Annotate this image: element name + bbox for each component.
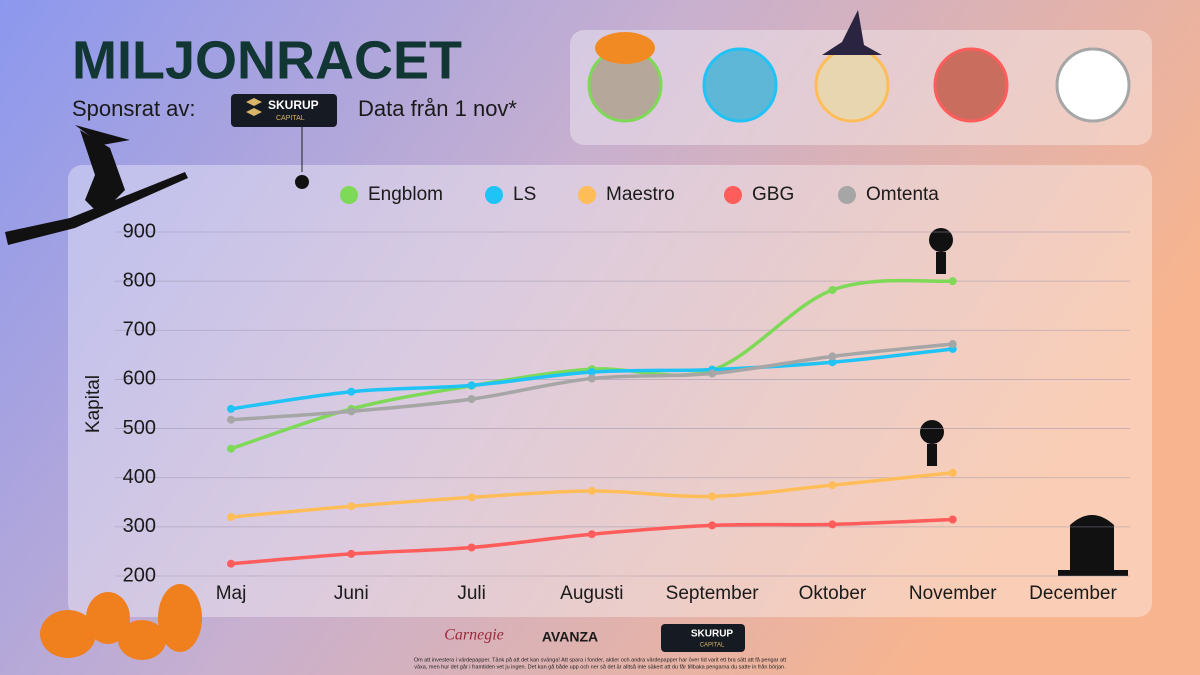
avatar xyxy=(933,47,1009,123)
legend-label: LS xyxy=(513,184,536,205)
y-tick-label: 600 xyxy=(123,368,156,390)
sponsor-sub: CAPITAL xyxy=(276,115,305,122)
pumpkins xyxy=(40,584,202,660)
data-point xyxy=(828,481,837,490)
data-point xyxy=(467,543,476,552)
legend-label: Maestro xyxy=(606,184,675,205)
legend-label: Engblom xyxy=(368,184,443,205)
data-point xyxy=(948,515,957,524)
data-point xyxy=(347,387,356,396)
y-tick-label: 800 xyxy=(123,269,156,291)
data-point xyxy=(227,513,235,522)
data-point xyxy=(227,559,235,568)
avanza-logo: AVANZA xyxy=(542,629,598,645)
data-point xyxy=(948,340,957,349)
x-tick-label: Maj xyxy=(216,583,247,604)
title: MILJONRACET xyxy=(72,30,462,90)
legend-swatch xyxy=(340,186,358,204)
disclaimer: Om att investera i värdepapper. Tänk på … xyxy=(414,656,787,663)
data-point xyxy=(227,444,235,453)
data-point xyxy=(708,521,717,530)
data-point xyxy=(467,395,476,404)
sponsor-icon xyxy=(246,98,262,116)
data-point xyxy=(948,468,957,477)
tombstone xyxy=(1070,515,1114,575)
data-point xyxy=(587,530,596,539)
data-point xyxy=(587,374,596,383)
data-point xyxy=(948,277,957,286)
data-point xyxy=(828,352,837,361)
skeleton xyxy=(920,228,953,466)
x-tick-label: Oktober xyxy=(799,583,867,604)
data-point xyxy=(828,358,837,367)
legend-swatch xyxy=(838,186,856,204)
data-point xyxy=(227,404,235,413)
witch xyxy=(5,125,188,245)
data-point xyxy=(227,415,235,424)
sponsor-label: Sponsrat av: xyxy=(72,96,196,121)
x-tick-label: November xyxy=(909,583,997,604)
avatars xyxy=(587,10,1131,123)
data-point xyxy=(708,492,717,501)
data-point xyxy=(467,493,476,502)
y-axis-label: Kapital xyxy=(83,375,104,433)
legend-swatch xyxy=(578,186,596,204)
disclaimer: växa, men hur det går i framtiden vet ju… xyxy=(414,663,786,670)
tombstone-base xyxy=(1058,570,1128,576)
data-point xyxy=(347,502,356,511)
spider xyxy=(295,175,309,189)
chart-panel xyxy=(68,165,1152,617)
skurup-footer-logo xyxy=(661,624,745,652)
x-tick-label: September xyxy=(666,583,760,604)
data-point xyxy=(467,381,476,390)
avatar xyxy=(1055,47,1131,123)
carnegie-logo: Carnegie xyxy=(444,627,504,644)
data-note: Data från 1 nov* xyxy=(358,96,517,121)
data-point xyxy=(828,285,837,294)
skurup-footer-sub: CAPITAL xyxy=(700,643,725,649)
y-tick-label: 500 xyxy=(123,417,156,439)
data-point xyxy=(828,520,837,529)
y-tick-label: 700 xyxy=(123,319,156,341)
x-tick-label: Augusti xyxy=(560,583,623,604)
x-tick-label: December xyxy=(1029,583,1117,604)
x-tick-label: Juli xyxy=(457,583,486,604)
y-tick-label: 400 xyxy=(123,466,156,488)
x-tick-label: Juni xyxy=(334,583,369,604)
data-point xyxy=(708,369,717,378)
data-point xyxy=(347,549,356,558)
avatar xyxy=(702,47,778,123)
data-point xyxy=(587,368,596,377)
legend-swatch xyxy=(724,186,742,204)
data-point xyxy=(347,407,356,416)
avatar xyxy=(814,47,890,123)
legend-label: GBG xyxy=(752,184,794,205)
skurup-footer-name: SKURUP xyxy=(691,629,734,640)
witch-hat xyxy=(822,10,882,55)
sponsor-name: SKURUP xyxy=(268,98,319,112)
legend-label: Omtenta xyxy=(866,184,939,205)
legend-swatch xyxy=(485,186,503,204)
y-tick-label: 300 xyxy=(123,515,156,537)
data-point xyxy=(587,486,596,495)
pumpkin-hat xyxy=(595,32,655,64)
y-tick-label: 900 xyxy=(123,220,156,242)
y-tick-label: 200 xyxy=(123,564,156,586)
